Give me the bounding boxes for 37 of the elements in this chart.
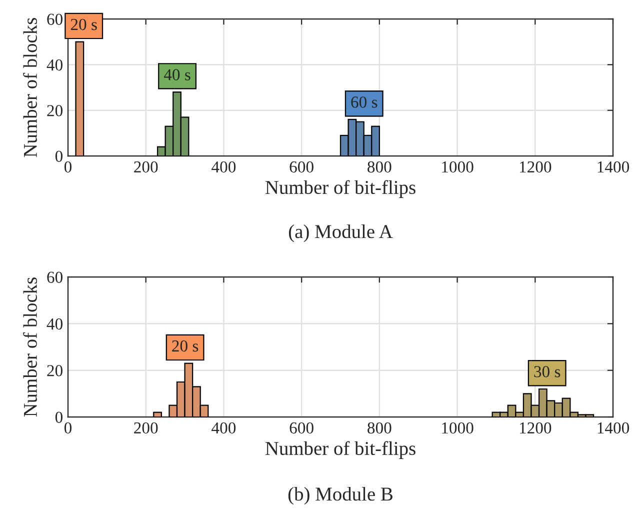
y-tick-label: 20 — [47, 365, 63, 376]
bar — [153, 412, 162, 417]
y-tick-label: 40 — [46, 318, 63, 330]
x-tick-label: 1000 — [442, 161, 474, 173]
text: (b) Module B — [288, 487, 392, 505]
x-tick-label: 800 — [368, 161, 392, 173]
x-tick-label: 400 — [212, 161, 236, 173]
x-tick-label: 600 — [290, 422, 314, 434]
x-tick-label: 200 — [134, 422, 158, 434]
y-axis-title: Number of blocks — [23, 278, 37, 417]
x-tick-label: 400 — [212, 422, 236, 434]
series-label: 20 s — [172, 340, 198, 352]
x-tick-label: 200 — [134, 161, 158, 173]
x-tick-label: 1200 — [520, 161, 552, 173]
y-tick-label: 60 — [47, 14, 63, 25]
series-label: 30 s — [534, 366, 560, 378]
x-tick-label: 1200 — [520, 422, 552, 434]
y-axis-title: Number of blocks — [23, 18, 37, 158]
text: (a) Module A — [288, 224, 393, 242]
series-label: 40 s — [164, 69, 190, 80]
y-tick-label: 0 — [55, 150, 63, 162]
series-label: 20 s — [70, 18, 97, 30]
x-axis-title: Number of bit-flips — [265, 180, 416, 198]
bar — [75, 41, 84, 156]
x-tick-label: 1400 — [598, 161, 630, 173]
x-axis-title: Number of bit-flips — [265, 441, 416, 459]
x-tick-label: 600 — [290, 161, 314, 173]
series-label: 60 s — [351, 96, 378, 108]
y-tick-label: 0 — [55, 412, 63, 423]
x-tick-label: 1000 — [442, 422, 474, 434]
x-tick-label: 0 — [64, 422, 72, 434]
x-tick-label: 1400 — [598, 422, 630, 434]
x-tick-label: 800 — [368, 422, 392, 434]
x-tick-label: 0 — [64, 161, 72, 173]
y-tick-label: 20 — [47, 105, 63, 116]
y-tick-label: 40 — [46, 59, 63, 71]
y-tick-label: 60 — [47, 272, 63, 283]
